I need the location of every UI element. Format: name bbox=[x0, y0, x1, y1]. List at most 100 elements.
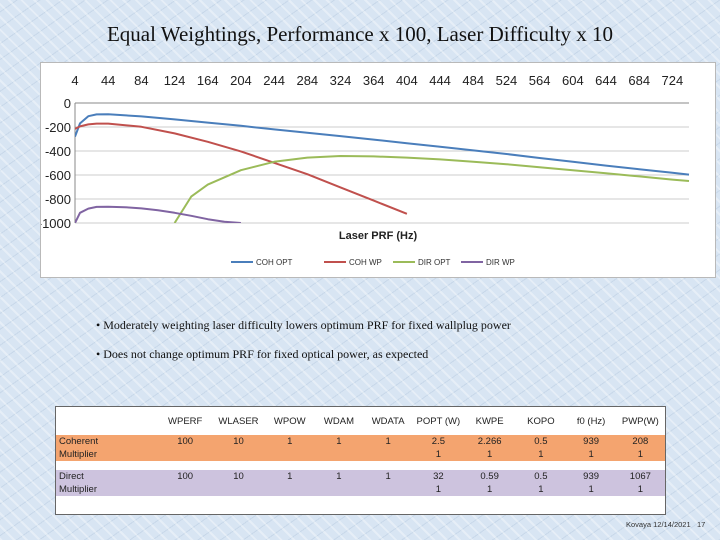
table-cell: 1 bbox=[265, 435, 315, 448]
table-cell: 1 bbox=[363, 435, 413, 448]
table-cell bbox=[211, 448, 266, 461]
x-tick-label: 684 bbox=[628, 73, 650, 88]
table-header-cell: WDAM bbox=[323, 415, 354, 427]
x-tick-label: 644 bbox=[595, 73, 617, 88]
slide-title: Equal Weightings, Performance x 100, Las… bbox=[106, 22, 614, 46]
x-tick-label: 44 bbox=[101, 73, 115, 88]
table-cell: 10 bbox=[211, 435, 266, 448]
x-tick-label: 404 bbox=[396, 73, 418, 88]
table-cell bbox=[265, 483, 315, 496]
table-cell: Multiplier bbox=[56, 483, 159, 496]
table-header-row: WPERF WLASER WPOW WDAM WDATA POPT (W) KWPE KOPO… bbox=[56, 407, 665, 435]
x-tick-label: 484 bbox=[462, 73, 484, 88]
x-tick-label: 724 bbox=[662, 73, 684, 88]
table-cell: 1 bbox=[615, 448, 665, 461]
table-cell: 1 bbox=[515, 448, 567, 461]
table-cell bbox=[314, 483, 364, 496]
series-line-dir-wp bbox=[75, 205, 241, 223]
table-cell bbox=[158, 448, 212, 461]
table-cell: 100 bbox=[158, 435, 212, 448]
table-cell: 939 bbox=[566, 435, 616, 448]
x-tick-label: 204 bbox=[230, 73, 252, 88]
table-cell: Direct bbox=[56, 470, 159, 483]
table-cell: 1 bbox=[464, 448, 516, 461]
table-cell: 0.59 bbox=[464, 470, 516, 483]
page-number: 17 bbox=[697, 520, 706, 529]
table-cell: 1 bbox=[412, 483, 464, 496]
table-cell: 1 bbox=[515, 483, 567, 496]
x-tick-label: 284 bbox=[296, 73, 318, 88]
legend-label: COH WP bbox=[349, 258, 382, 267]
bullet-item: • Does not change optimum PRF for fixed … bbox=[96, 347, 429, 361]
x-tick-label: 244 bbox=[263, 73, 285, 88]
x-tick-label: 364 bbox=[363, 73, 385, 88]
table-cell: 10 bbox=[211, 470, 266, 483]
table-cell: 32 bbox=[412, 470, 464, 483]
table-row: Multiplier 1 1 1 1 1 bbox=[56, 483, 665, 496]
table-cell: 1067 bbox=[615, 470, 665, 483]
table-cell bbox=[265, 448, 315, 461]
bullet-item: • Moderately weighting laser difficulty … bbox=[96, 318, 511, 332]
table-header-cell: KWPE bbox=[475, 415, 504, 427]
x-tick-label: 124 bbox=[164, 73, 186, 88]
x-tick-label: 564 bbox=[529, 73, 551, 88]
table-header-cell: WPOW bbox=[273, 415, 306, 427]
y-tick-label: -400 bbox=[45, 144, 71, 159]
table-cell: 1 bbox=[464, 483, 516, 496]
y-tick-label: -800 bbox=[45, 192, 71, 207]
table-cell bbox=[314, 448, 364, 461]
x-tick-label: 84 bbox=[134, 73, 148, 88]
table-cell bbox=[363, 483, 413, 496]
table-cell: Coherent bbox=[56, 435, 159, 448]
table-cell: 100 bbox=[158, 470, 212, 483]
x-tick-label: 444 bbox=[429, 73, 451, 88]
table-cell bbox=[363, 448, 413, 461]
legend-label: COH OPT bbox=[256, 258, 293, 267]
table-cell: Multiplier bbox=[56, 448, 159, 461]
table-cell: 1 bbox=[615, 483, 665, 496]
x-axis-label: Laser PRF (Hz) bbox=[339, 230, 418, 242]
table-cell: 1 bbox=[412, 448, 464, 461]
series-line-coh-wp bbox=[75, 122, 408, 215]
line-chart: 0 -200 -400 -600 -800 -1000 4 44 84 124 164 204 244 2… bbox=[40, 62, 716, 278]
table-header-cell: WDATA bbox=[371, 415, 405, 427]
table-row: Coherent 100 10 1 1 1 2.5 2.266 0.5 939 208 bbox=[56, 435, 665, 448]
table-cell: 939 bbox=[566, 470, 616, 483]
table-cell: 1 bbox=[265, 470, 315, 483]
table-cell: 1 bbox=[566, 483, 616, 496]
table-cell: 1 bbox=[566, 448, 616, 461]
table-cell: 1 bbox=[363, 470, 413, 483]
footer-text: Kovaya 12/14/2021 bbox=[626, 520, 691, 529]
table-cell bbox=[158, 483, 212, 496]
table-cell: 0.5 bbox=[515, 470, 567, 483]
y-tick-label: -1000 bbox=[41, 216, 71, 231]
table-cell: 0.5 bbox=[515, 435, 567, 448]
table-header-cell: POPT (W) bbox=[416, 415, 461, 427]
table-cell: 2.5 bbox=[412, 435, 464, 448]
parameter-table: WPERF WLASER WPOW WDAM WDATA POPT (W) KWPE KOPO… bbox=[55, 406, 666, 515]
table-cell: 1 bbox=[314, 435, 364, 448]
table-cell: 1 bbox=[314, 470, 364, 483]
x-tick-label: 604 bbox=[562, 73, 584, 88]
table-header-cell: WLASER bbox=[218, 415, 259, 427]
x-tick-label: 324 bbox=[330, 73, 352, 88]
legend-label: DIR WP bbox=[486, 258, 515, 267]
series-line-dir-opt bbox=[173, 155, 690, 223]
x-tick-label: 164 bbox=[197, 73, 219, 88]
x-tick-label: 524 bbox=[496, 73, 518, 88]
legend-label: DIR OPT bbox=[418, 258, 451, 267]
table-header-cell: PWP(W) bbox=[621, 415, 659, 427]
y-tick-label: -600 bbox=[45, 168, 71, 183]
table-cell: 2.266 bbox=[464, 435, 516, 448]
table-header-cell: KOPO bbox=[527, 415, 555, 427]
y-tick-label: 0 bbox=[64, 96, 71, 111]
table-cell bbox=[211, 483, 266, 496]
series-line-coh-opt bbox=[75, 113, 690, 176]
y-tick-label: -200 bbox=[45, 120, 71, 135]
table-row: Multiplier 1 1 1 1 1 bbox=[56, 448, 665, 461]
x-tick-label: 4 bbox=[71, 73, 78, 88]
table-cell: 208 bbox=[615, 435, 665, 448]
table-row: Direct 100 10 1 1 1 32 0.59 0.5 939 1067 bbox=[56, 470, 665, 483]
table-header-cell bbox=[56, 407, 159, 435]
